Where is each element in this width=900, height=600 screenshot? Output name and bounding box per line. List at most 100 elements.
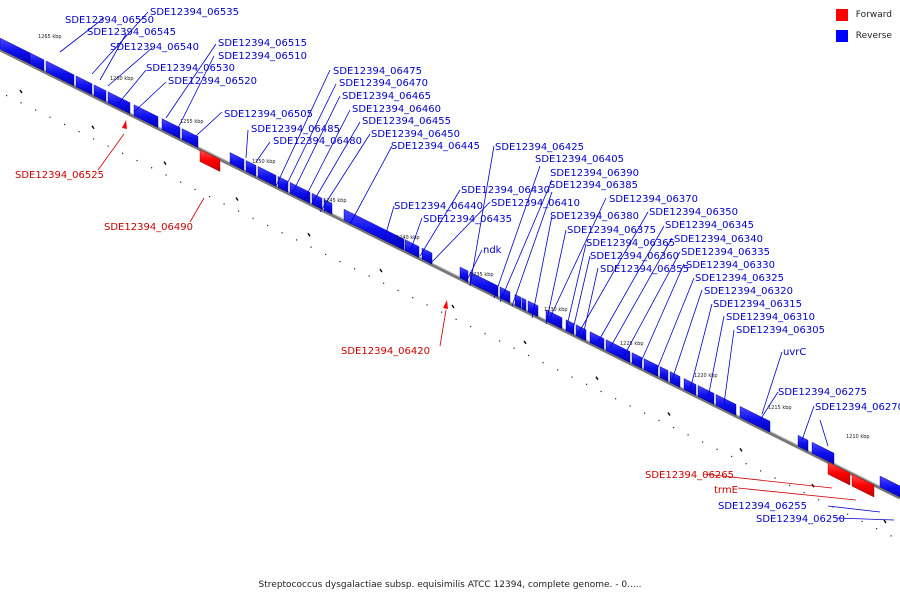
gene-label[interactable]: SDE12394_06440	[394, 201, 483, 212]
gene-feature-forward[interactable]	[122, 120, 127, 129]
gene-feature-reverse[interactable]	[469, 271, 499, 298]
gene-label[interactable]: SDE12394_06545	[87, 27, 176, 38]
gene-feature-reverse[interactable]	[575, 324, 587, 342]
gene-label[interactable]: SDE12394_06365	[586, 238, 675, 249]
gene-feature-forward[interactable]	[827, 461, 851, 486]
gene-feature-reverse[interactable]	[715, 394, 737, 416]
gene-label[interactable]: SDE12394_06510	[218, 51, 307, 62]
gene-label[interactable]: SDE12394_06455	[362, 116, 451, 127]
gene-label[interactable]: SDE12394_06315	[713, 299, 802, 310]
gene-feature-reverse[interactable]	[545, 309, 563, 330]
gene-label[interactable]: SDE12394_06370	[609, 194, 698, 205]
gene-label[interactable]: SDE12394_06265	[645, 470, 734, 481]
gene-label[interactable]: SDE12394_06345	[665, 220, 754, 231]
gene-label[interactable]: SDE12394_06490	[104, 222, 193, 233]
gene-feature-reverse[interactable]	[93, 84, 107, 103]
gene-label[interactable]: SDE12394_06275	[778, 387, 867, 398]
gene-feature-reverse[interactable]	[229, 152, 245, 171]
gene-label[interactable]: ndk	[483, 245, 502, 256]
gene-feature-reverse[interactable]	[277, 176, 289, 193]
gene-feature-reverse[interactable]	[343, 208, 405, 251]
gene-label[interactable]: SDE12394_06550	[65, 15, 154, 26]
gene-label[interactable]: SDE12394_06515	[218, 38, 307, 49]
gene-feature-reverse[interactable]	[181, 128, 199, 148]
gene-label[interactable]: SDE12394_06355	[600, 264, 689, 275]
gene-label[interactable]: SDE12394_06350	[649, 207, 738, 218]
gene-feature-forward[interactable]	[199, 149, 221, 172]
scale-dot	[760, 470, 762, 472]
gene-label[interactable]: SDE12394_06380	[550, 211, 639, 222]
gene-label[interactable]: SDE12394_06520	[168, 76, 257, 87]
gene-label[interactable]: SDE12394_06470	[339, 78, 428, 89]
gene-label[interactable]: SDE12394_06420	[341, 346, 430, 357]
gene-feature-reverse[interactable]	[421, 247, 433, 265]
gene-feature-reverse[interactable]	[45, 60, 75, 87]
gene-feature-reverse[interactable]	[879, 475, 900, 499]
gene-label[interactable]: SDE12394_06390	[550, 168, 639, 179]
gene-label[interactable]: SDE12394_06410	[491, 198, 580, 209]
gene-feature-forward[interactable]	[443, 300, 448, 309]
gene-feature-reverse[interactable]	[245, 160, 257, 177]
gene-feature-reverse[interactable]	[631, 352, 643, 369]
gene-label[interactable]: trmE	[714, 485, 738, 496]
gene-feature-forward[interactable]	[851, 473, 875, 498]
scale-dot	[383, 282, 385, 284]
gene-label[interactable]: SDE12394_06525	[15, 170, 104, 181]
gene-label[interactable]: SDE12394_06330	[686, 260, 775, 271]
gene-label[interactable]: SDE12394_06480	[273, 136, 362, 147]
gene-feature-reverse[interactable]	[257, 166, 277, 187]
gene-feature-reverse[interactable]	[739, 406, 771, 433]
gene-label[interactable]: SDE12394_06255	[718, 501, 807, 512]
gene-feature-reverse[interactable]	[75, 75, 93, 96]
legend-item-reverse[interactable]: Reverse	[835, 30, 892, 42]
gene-feature-reverse[interactable]	[29, 52, 45, 72]
gene-feature-reverse[interactable]	[514, 294, 522, 309]
gene-label[interactable]: SDE12394_06445	[391, 141, 480, 152]
gene-label[interactable]: SDE12394_06335	[681, 247, 770, 258]
gene-label[interactable]: SDE12394_06535	[150, 7, 239, 18]
gene-label[interactable]: uvrC	[783, 347, 806, 358]
gene-label[interactable]: SDE12394_06475	[333, 66, 422, 77]
gene-feature-reverse[interactable]	[499, 286, 511, 304]
scale-dot	[571, 376, 573, 378]
gene-label[interactable]: SDE12394_06375	[567, 225, 656, 236]
gene-label[interactable]: SDE12394_06270	[815, 402, 900, 413]
gene-feature-reverse[interactable]	[669, 371, 681, 388]
gene-label[interactable]: SDE12394_06305	[736, 325, 825, 336]
scale-dot	[122, 152, 124, 154]
gene-feature-reverse[interactable]	[0, 37, 31, 65]
gene-label[interactable]: SDE12394_06310	[726, 312, 815, 323]
gene-feature-reverse[interactable]	[459, 266, 469, 283]
legend-item-forward[interactable]: Forward	[835, 9, 892, 21]
gene-label[interactable]: SDE12394_06540	[110, 42, 199, 53]
gene-feature-reverse[interactable]	[133, 104, 159, 128]
gene-label[interactable]: SDE12394_06385	[549, 180, 638, 191]
gene-label[interactable]: SDE12394_06425	[495, 142, 584, 153]
gene-label[interactable]: SDE12394_06460	[352, 104, 441, 115]
gene-label[interactable]: SDE12394_06320	[704, 286, 793, 297]
gene-feature-reverse[interactable]	[565, 319, 575, 336]
gene-label[interactable]: SDE12394_06450	[371, 129, 460, 140]
gene-label[interactable]: SDE12394_06530	[146, 63, 235, 74]
gene-feature-reverse[interactable]	[643, 358, 659, 377]
gene-label[interactable]: SDE12394_06505	[224, 109, 313, 120]
gene-feature-reverse[interactable]	[589, 331, 605, 350]
gene-feature-reverse[interactable]	[161, 118, 181, 139]
gene-feature-reverse[interactable]	[404, 239, 420, 258]
gene-label[interactable]: SDE12394_06325	[695, 273, 784, 284]
gene-label[interactable]: SDE12394_06360	[590, 251, 679, 262]
gene-feature-reverse[interactable]	[659, 366, 669, 382]
gene-label[interactable]: SDE12394_06485	[251, 124, 340, 135]
gene-feature-reverse[interactable]	[797, 434, 809, 452]
gene-label[interactable]: SDE12394_06435	[423, 214, 512, 225]
gene-feature-reverse[interactable]	[811, 441, 835, 465]
gene-feature-reverse[interactable]	[605, 339, 631, 363]
gene-label[interactable]: SDE12394_06465	[342, 91, 431, 102]
gene-label[interactable]: SDE12394_06405	[535, 154, 624, 165]
gene-label[interactable]: SDE12394_06430	[461, 185, 550, 196]
scale-major-tick	[595, 376, 599, 381]
gene-label[interactable]: SDE12394_06250	[756, 514, 845, 525]
gene-feature-reverse[interactable]	[521, 297, 527, 312]
gene-label[interactable]: SDE12394_06340	[674, 234, 763, 245]
gene-feature-reverse[interactable]	[697, 385, 715, 405]
